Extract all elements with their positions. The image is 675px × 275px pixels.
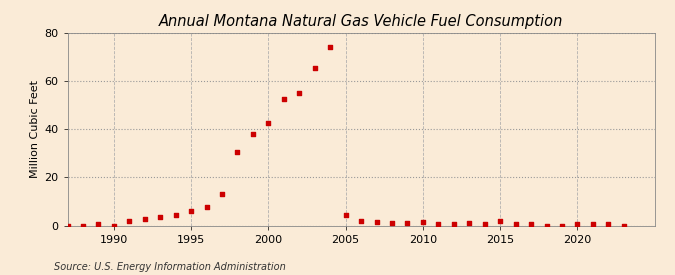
Point [201, 205, 212, 210]
Point [371, 220, 382, 224]
Point [186, 209, 196, 213]
Point [618, 223, 629, 228]
Point [587, 222, 598, 227]
Point [217, 192, 227, 196]
Point [418, 220, 429, 224]
Point [495, 218, 506, 223]
Point [402, 221, 413, 225]
Point [526, 222, 537, 227]
Point [340, 213, 351, 217]
Point [124, 218, 135, 223]
Title: Annual Montana Natural Gas Vehicle Fuel Consumption: Annual Montana Natural Gas Vehicle Fuel … [159, 14, 564, 29]
Point [387, 221, 398, 225]
Point [93, 222, 104, 227]
Point [155, 215, 165, 219]
Point [603, 222, 614, 227]
Point [433, 222, 443, 227]
Point [109, 223, 119, 228]
Point [572, 222, 583, 227]
Point [248, 132, 259, 136]
Point [541, 223, 552, 228]
Point [356, 218, 367, 223]
Point [479, 222, 490, 227]
Point [170, 213, 181, 217]
Y-axis label: Million Cubic Feet: Million Cubic Feet [30, 80, 40, 178]
Point [279, 97, 290, 101]
Point [557, 223, 568, 228]
Point [263, 121, 274, 125]
Point [139, 217, 150, 222]
Point [294, 91, 304, 95]
Text: Source: U.S. Energy Information Administration: Source: U.S. Energy Information Administ… [54, 262, 286, 272]
Point [232, 150, 243, 154]
Point [62, 223, 73, 228]
Point [510, 222, 521, 227]
Point [464, 221, 475, 225]
Point [78, 223, 88, 228]
Point [309, 66, 320, 70]
Point [325, 45, 335, 50]
Point [448, 222, 459, 227]
